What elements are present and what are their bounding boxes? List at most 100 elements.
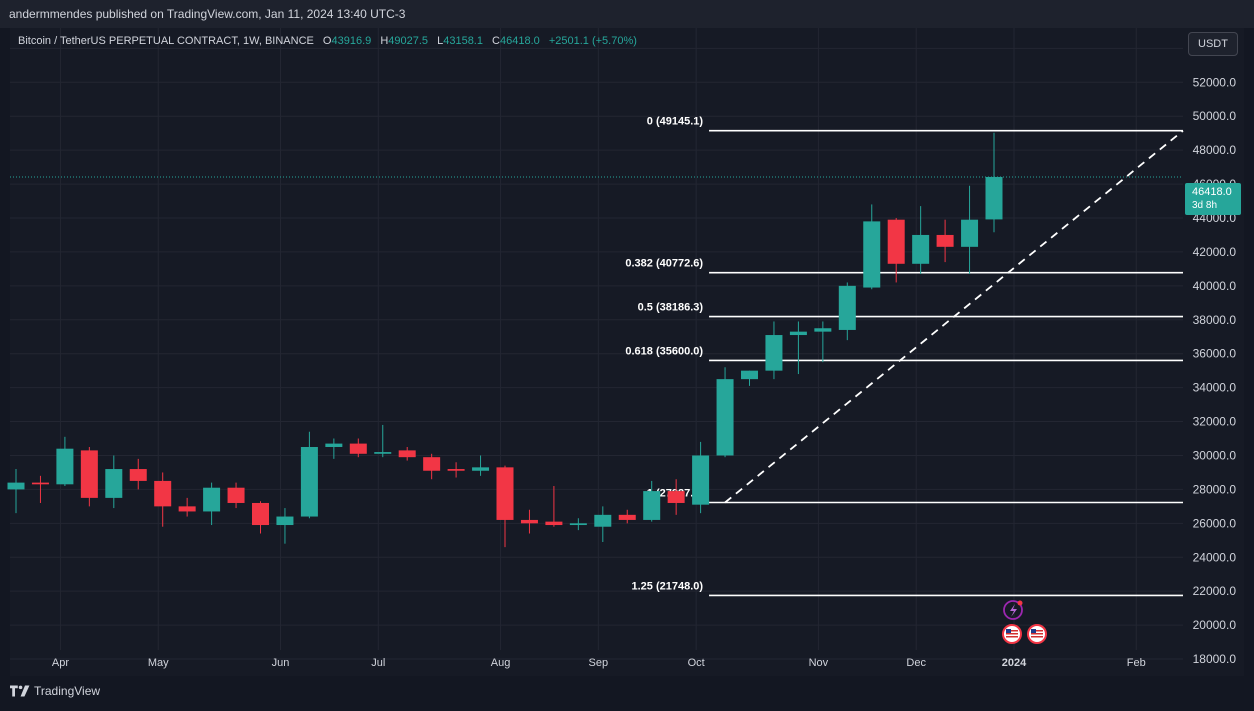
candle: [178, 497, 196, 517]
candle: [374, 424, 392, 458]
flag-stripe: [1006, 630, 1018, 632]
candle-body: [496, 467, 514, 520]
notification-dot: [1017, 600, 1023, 606]
candle-body: [643, 491, 661, 520]
price-tick-label: 24000.0: [1193, 550, 1237, 564]
candle: [227, 482, 245, 509]
candle-body: [252, 502, 269, 526]
candle: [814, 321, 832, 363]
candle: [936, 219, 954, 263]
currency-button[interactable]: USDT: [1188, 32, 1238, 56]
published-info: andermmendes published on TradingView.co…: [0, 0, 1254, 28]
candle: [56, 436, 74, 487]
low-label: L: [437, 35, 444, 47]
candlesticks: [7, 132, 1003, 548]
candle: [80, 446, 98, 507]
event-markers[interactable]: [1002, 600, 1047, 644]
candle-body: [912, 234, 930, 264]
fib-level-label: 1.25 (21748.0): [631, 580, 703, 592]
flag-stripe: [1031, 636, 1043, 638]
grid-lines: [10, 28, 1183, 660]
footer-branding[interactable]: TradingView: [10, 684, 100, 698]
flag-stripe: [1031, 633, 1043, 635]
price-tick-label: 20000.0: [1193, 618, 1237, 632]
candle-body: [838, 285, 856, 330]
time-tick-label: Dec: [906, 657, 926, 669]
candle: [447, 462, 465, 478]
time-tick-label: Jun: [272, 657, 290, 669]
fib-level-label: 0 (49145.1): [647, 116, 704, 128]
price-tick-label: 36000.0: [1193, 347, 1237, 361]
candle: [154, 472, 172, 527]
lightning-event-icon: [1003, 600, 1023, 620]
price-tick-label: 32000.0: [1193, 415, 1237, 429]
candle-body: [667, 491, 685, 503]
change-value: +2501.1 (+5.70%): [548, 35, 637, 47]
price-tick-label: 50000.0: [1193, 109, 1237, 123]
flag-stripe: [1031, 630, 1043, 632]
candle: [643, 480, 661, 522]
candle: [423, 453, 441, 480]
candle: [863, 204, 881, 290]
price-tick-label: 40000.0: [1193, 279, 1237, 293]
fib-level-label: 0.382 (40772.6): [625, 258, 703, 270]
candle: [789, 321, 807, 375]
open-value: 43916.9: [331, 35, 372, 47]
candle-body: [129, 469, 147, 481]
high-label: H: [380, 35, 389, 47]
candle-body: [472, 467, 490, 471]
candle-body: [398, 450, 416, 458]
candle-body: [374, 452, 392, 454]
candle: [105, 455, 123, 509]
candle: [961, 185, 979, 274]
candle-body: [765, 335, 783, 371]
candle-body: [80, 450, 98, 498]
candle-body: [325, 443, 343, 447]
fibonacci-retracement[interactable]: 0 (49145.1) 0.382 (40772.6) 0.5 (38186.3) 0…: [625, 116, 1184, 597]
candle-body: [789, 331, 807, 336]
price-tick-label: 18000.0: [1193, 652, 1237, 666]
last-price-tag: 46418.0 3d 8h: [1185, 183, 1241, 215]
candle-body: [31, 482, 49, 485]
candle: [765, 321, 783, 380]
us-flag-icon: [1002, 624, 1022, 644]
low-value: 43158.1: [443, 35, 483, 47]
candle: [545, 486, 563, 527]
candle: [912, 206, 930, 274]
candle-body: [692, 455, 710, 505]
time-tick-label: Aug: [491, 657, 511, 669]
price-tick-label: 28000.0: [1193, 482, 1237, 496]
candle-body: [936, 234, 954, 247]
candle: [569, 518, 587, 531]
tradingview-brand: TradingView: [34, 684, 101, 698]
time-axis: Apr May Jun Jul Aug Sep Oct Nov Dec 2024 Feb: [52, 657, 1146, 669]
candle-body: [423, 457, 441, 471]
candle: [300, 431, 318, 519]
candle: [520, 509, 538, 534]
candle-body: [276, 516, 294, 526]
candle: [252, 501, 269, 534]
candle-body: [56, 448, 74, 485]
candle: [741, 370, 758, 386]
time-tick-label: Sep: [589, 657, 609, 669]
candle: [594, 506, 612, 542]
fib-level-label: 0.618 (35600.0): [625, 345, 703, 357]
chart-area[interactable]: [10, 28, 1244, 676]
candle-body: [178, 506, 196, 512]
price-tick-label: 42000.0: [1193, 245, 1237, 259]
flag-canton: [1031, 629, 1036, 633]
candle: [325, 438, 343, 459]
candle-body: [447, 469, 465, 471]
candle: [7, 469, 25, 514]
price-axis: 18000.0 20000.0 22000.0 24000.0 26000.0 28000…: [1193, 41, 1237, 666]
flag-canton: [1006, 629, 1011, 633]
candle-body: [594, 514, 612, 527]
symbol-title: Bitcoin / TetherUS PERPETUAL CONTRACT, 1…: [18, 35, 314, 47]
candle: [496, 465, 514, 548]
candle-body: [203, 487, 221, 512]
candle-body: [227, 487, 245, 503]
time-tick-label: 2024: [1002, 657, 1027, 669]
time-tick-label: Feb: [1127, 657, 1146, 669]
candle-body: [985, 176, 1003, 220]
